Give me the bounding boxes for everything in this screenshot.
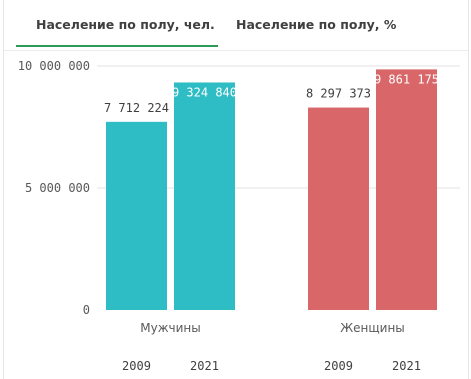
bar-value-label: 8 297 373 <box>306 87 371 101</box>
bar-value-label: 7 712 224 <box>104 101 169 115</box>
bar-men-2009[interactable] <box>106 121 167 310</box>
active-tab-indicator <box>16 45 218 47</box>
bar-value-label: 9 324 840 <box>172 85 237 99</box>
x-year-label: 2009 <box>324 359 353 373</box>
y-tick-label: 10 000 000 <box>18 59 90 73</box>
x-category-label: Мужчины <box>140 321 200 335</box>
x-year-label: 2009 <box>122 359 151 373</box>
bar-women-2009[interactable] <box>308 107 369 310</box>
bar-men-2021[interactable] <box>174 82 235 310</box>
x-category-label: Женщины <box>340 321 405 335</box>
tab-population-by-sex-count[interactable]: Население по полу, чел. <box>36 17 215 32</box>
bar-value-label: 9 861 175 <box>374 72 439 86</box>
y-tick-label: 0 <box>83 303 90 317</box>
tab-bar: Население по полу, чел. Население по пол… <box>4 0 468 51</box>
bar-women-2021[interactable] <box>376 69 437 310</box>
y-tick-label: 5 000 000 <box>25 181 90 195</box>
x-year-label: 2021 <box>190 359 219 373</box>
tab-population-by-sex-percent[interactable]: Население по полу, % <box>236 17 397 32</box>
x-year-label: 2021 <box>392 359 421 373</box>
